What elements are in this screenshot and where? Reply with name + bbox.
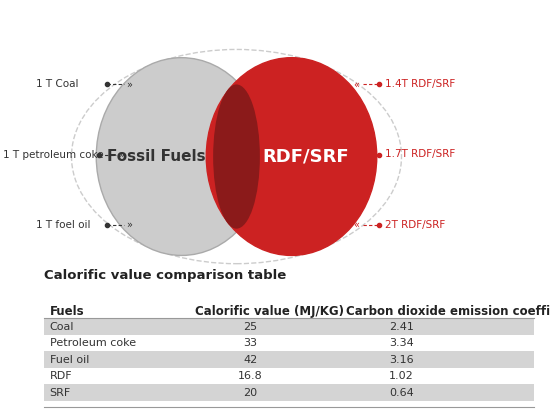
Text: 3.16: 3.16 [389,355,414,365]
Text: Fuels: Fuels [50,304,84,318]
Text: 1 T foel oil: 1 T foel oil [36,220,90,229]
Text: RDF/SRF: RDF/SRF [262,147,349,166]
Text: 25: 25 [243,322,257,332]
Text: 1.4T RDF/SRF: 1.4T RDF/SRF [385,80,455,89]
Text: 1 T Coal: 1 T Coal [36,80,78,89]
Text: »: » [118,150,124,159]
Text: 1.7T RDF/SRF: 1.7T RDF/SRF [385,150,455,159]
Ellipse shape [213,84,260,229]
Text: Petroleum coke: Petroleum coke [50,338,136,348]
Text: 0.64: 0.64 [389,388,414,398]
Bar [44,351,534,368]
Text: 1 T petroleum coke: 1 T petroleum coke [3,150,103,159]
Text: Calorific value (MJ/KG): Calorific value (MJ/KG) [195,304,344,318]
Bar [44,318,534,335]
Text: »: » [126,220,133,229]
Text: 2.41: 2.41 [389,322,414,332]
Text: 2T RDF/SRF: 2T RDF/SRF [385,220,446,229]
Text: 20: 20 [243,388,257,398]
Text: Fuel oil: Fuel oil [50,355,89,365]
Ellipse shape [96,58,267,255]
Text: Calorific value comparison table: Calorific value comparison table [44,269,286,282]
Bar [44,384,534,401]
Text: 3.34: 3.34 [389,338,414,348]
Text: «: « [353,220,359,229]
Text: 33: 33 [243,338,257,348]
Text: SRF: SRF [50,388,71,398]
Text: 16.8: 16.8 [238,371,263,381]
Text: RDF: RDF [50,371,72,381]
Text: 42: 42 [243,355,257,365]
Text: «: « [353,150,359,159]
Text: 1.02: 1.02 [389,371,414,381]
Text: »: » [126,80,133,89]
Text: Coal: Coal [50,322,74,332]
Text: «: « [353,80,359,89]
Text: Fossil Fuels: Fossil Fuels [107,149,206,164]
Text: Carbon dioxide emission coefficient: Carbon dioxide emission coefficient [346,304,550,318]
Ellipse shape [206,58,377,255]
